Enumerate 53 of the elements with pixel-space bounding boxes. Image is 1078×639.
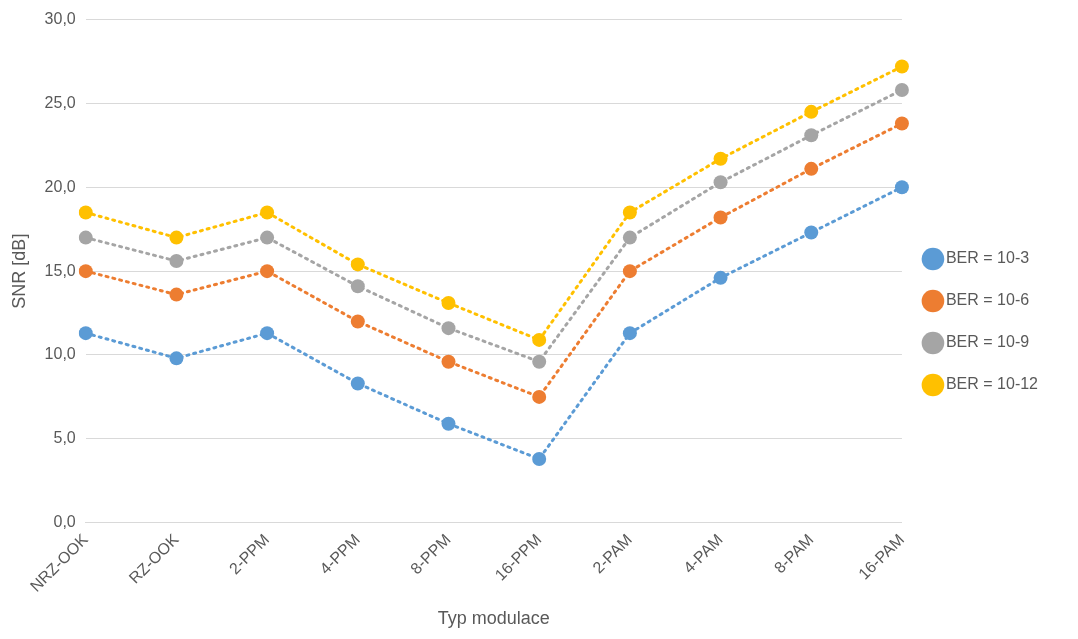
point: [78, 205, 93, 220]
legend-label: BER = 10-3: [945, 249, 1030, 267]
point: [622, 230, 637, 245]
point: [532, 389, 547, 404]
point: [78, 326, 93, 341]
point: [532, 354, 547, 369]
point: [713, 270, 728, 285]
point: [804, 128, 819, 143]
point: [169, 254, 184, 269]
point: [894, 116, 909, 131]
y-tick-label: 15,0: [44, 261, 76, 279]
y-tick-label: 30,0: [44, 10, 76, 28]
point: [350, 257, 365, 272]
point: [713, 210, 728, 225]
y-tick-label: 20,0: [44, 177, 76, 195]
point: [532, 451, 547, 466]
legend-label: BER = 10-9: [945, 333, 1030, 351]
point: [260, 264, 275, 279]
point: [169, 351, 184, 366]
point: [260, 230, 275, 245]
point: [894, 180, 909, 195]
y-tick-label: 10,0: [44, 345, 76, 363]
point: [169, 287, 184, 302]
point: [622, 264, 637, 279]
point: [622, 326, 637, 341]
x-axis-title: Typ modulace: [437, 608, 550, 629]
y-axis-title: SNR [dB]: [8, 233, 29, 309]
point: [350, 279, 365, 294]
point: [532, 332, 547, 347]
point: [894, 59, 909, 74]
y-tick-label: 5,0: [53, 429, 76, 447]
point: [894, 83, 909, 98]
legend-label: BER = 10-6: [945, 291, 1030, 309]
point: [441, 416, 456, 431]
point: [622, 205, 637, 220]
y-tick-label: 0,0: [53, 513, 76, 531]
point: [78, 264, 93, 279]
point: [260, 205, 275, 220]
point: [804, 161, 819, 176]
y-tick-label: 25,0: [44, 93, 76, 111]
point: [804, 104, 819, 119]
point: [804, 225, 819, 240]
point: [260, 326, 275, 341]
point: [713, 151, 728, 166]
point: [350, 314, 365, 329]
point: [713, 175, 728, 190]
point: [350, 376, 365, 391]
point: [441, 354, 456, 369]
legend-label: BER = 10-12: [945, 375, 1039, 393]
point: [441, 321, 456, 336]
point: [441, 295, 456, 310]
point: [169, 230, 184, 245]
point: [78, 230, 93, 245]
